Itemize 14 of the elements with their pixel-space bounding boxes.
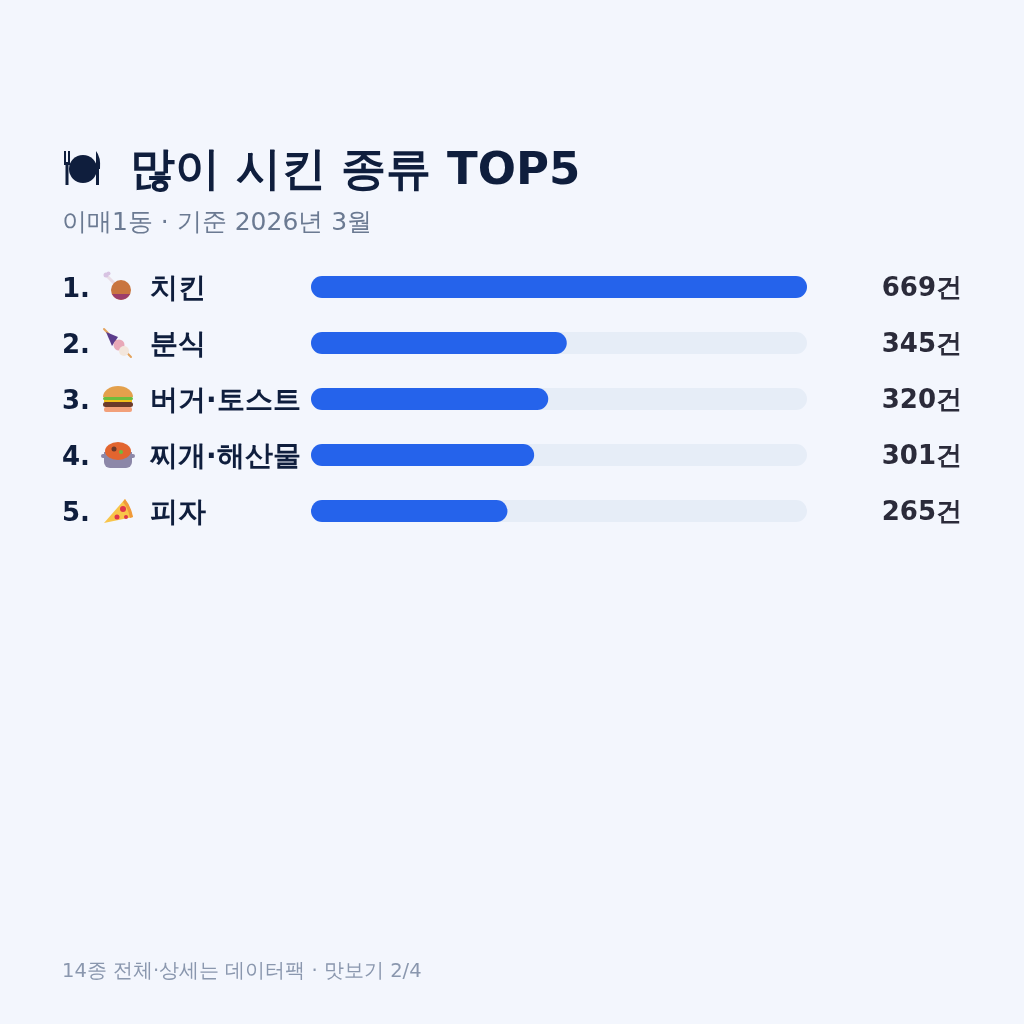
category-label: 1. 치킨: [62, 271, 206, 305]
data-label: 345건: [881, 328, 962, 359]
data-label: 669건: [881, 272, 962, 303]
category-label: 4. 찌개·해산물: [62, 439, 301, 473]
chart-subtitle: 이매1동 · 기준 2026년 3월: [62, 207, 373, 236]
category-label: 2. 분식: [62, 327, 206, 361]
text: 14종 전체·상세는 데이터팩 · 맛보기 2/4: [62, 959, 422, 982]
chart-title: 많이 시킨 종류 TOP5: [130, 142, 581, 195]
data-label: 320건: [881, 384, 962, 415]
data-label: 265건: [881, 496, 962, 527]
data-label: 301건: [881, 440, 962, 471]
bar: [311, 276, 807, 298]
category-label: 5. 피자: [62, 495, 206, 529]
category-label: 3. 버거·토스트: [62, 383, 301, 417]
